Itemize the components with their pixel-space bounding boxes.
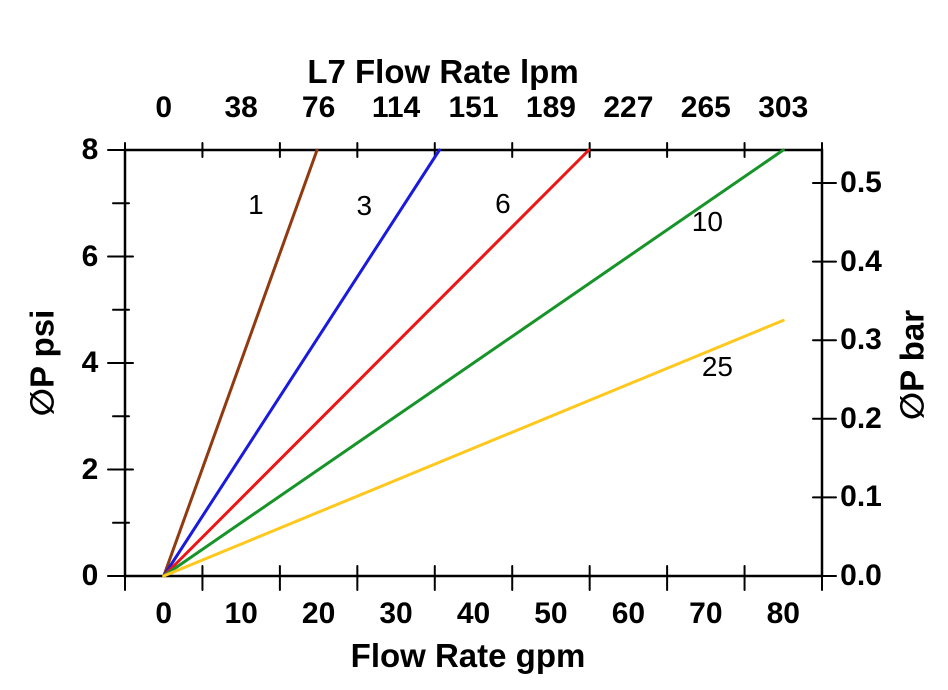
bottom-axis-tick-label: 60: [611, 597, 646, 630]
series-label-10: 10: [691, 206, 723, 238]
left-axis-tick-label: 6: [81, 239, 99, 273]
top-axis-tick-label: 189: [525, 91, 576, 124]
bottom-axis-tick-label: 0: [155, 597, 173, 630]
right-axis-tick-label: 0.3: [840, 323, 882, 357]
right-axis-title: ∅P bar: [893, 309, 931, 421]
top-axis-tick-label: 303: [758, 91, 809, 124]
top-axis-tick-label: 38: [224, 91, 258, 124]
series-line-25: [162, 318, 785, 578]
right-axis-tick-label: 0.5: [840, 166, 882, 199]
left-axis-tick-label: 2: [81, 452, 99, 486]
right-axis-tick-label: 0.0: [840, 559, 882, 592]
series-label-6: 6: [495, 187, 511, 219]
series-line-1: [162, 148, 319, 578]
right-axis-tick-label: 0.1: [840, 480, 882, 514]
bottom-axis-tick-label: 30: [379, 597, 413, 630]
bottom-axis-tick-label: 40: [456, 597, 491, 630]
top-axis-tick-label: 114: [371, 91, 421, 124]
bottom-axis-tick-label: 20: [301, 597, 336, 630]
left-axis-tick-label: 0: [81, 559, 99, 592]
series-line-10: [162, 148, 785, 578]
bottom-axis-tick-label: 70: [689, 597, 723, 630]
bottom-axis-title: Flow Rate gpm: [350, 637, 586, 674]
left-axis-tick-label: 8: [81, 133, 99, 166]
bottom-axis-tick-label: 10: [224, 597, 258, 630]
series-label-1: 1: [248, 188, 264, 220]
series-label-3: 3: [356, 189, 373, 221]
series-label-25: 25: [701, 351, 734, 383]
top-axis-tick-label: 265: [680, 91, 731, 124]
top-axis-tick-label: 76: [301, 91, 336, 124]
series-line-6: [162, 148, 591, 578]
top-axis-tick-label: 227: [603, 91, 654, 124]
bottom-axis-tick-label: 50: [534, 597, 568, 630]
series-line-3: [162, 148, 441, 578]
top-axis-tick-label: 151: [448, 91, 499, 124]
right-axis-tick-label: 0.4: [840, 244, 882, 278]
top-axis-title: L7 Flow Rate lpm: [307, 53, 579, 90]
right-axis-tick-label: 0.2: [840, 401, 882, 435]
left-axis-title: ∅P psi: [23, 309, 61, 417]
bottom-axis-tick-label: 80: [766, 597, 800, 630]
left-axis-tick-label: 4: [81, 346, 99, 379]
top-axis-tick-label: 0: [155, 91, 173, 124]
